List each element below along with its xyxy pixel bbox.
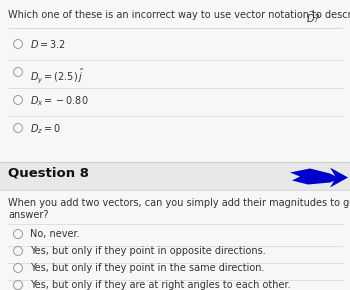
Polygon shape xyxy=(290,168,340,184)
Text: Yes, but only if they point in the same direction.: Yes, but only if they point in the same … xyxy=(30,263,265,273)
Polygon shape xyxy=(330,168,348,188)
Text: Which one of these is an incorrect way to use vector notation to describe proper: Which one of these is an incorrect way t… xyxy=(8,10,350,20)
Text: Yes, but only if they point in opposite directions.: Yes, but only if they point in opposite … xyxy=(30,246,266,256)
Text: $D = 3.2$: $D = 3.2$ xyxy=(30,38,65,50)
Text: $D_y = (2.5)\,\hat{j}$: $D_y = (2.5)\,\hat{j}$ xyxy=(30,66,84,85)
Bar xyxy=(0,163,350,190)
Text: $D_z = 0$: $D_z = 0$ xyxy=(30,122,61,136)
Text: $D_x = -0.80$: $D_x = -0.80$ xyxy=(30,94,89,108)
Text: No, never.: No, never. xyxy=(30,229,80,239)
Text: answer?: answer? xyxy=(8,210,49,220)
Text: Question 8: Question 8 xyxy=(8,167,89,180)
Text: When you add two vectors, can you simply add their magnitudes to get the magnitu: When you add two vectors, can you simply… xyxy=(8,198,350,208)
Text: $\vec{D}$?: $\vec{D}$? xyxy=(306,10,321,26)
Text: Yes, but only if they are at right angles to each other.: Yes, but only if they are at right angle… xyxy=(30,280,290,290)
